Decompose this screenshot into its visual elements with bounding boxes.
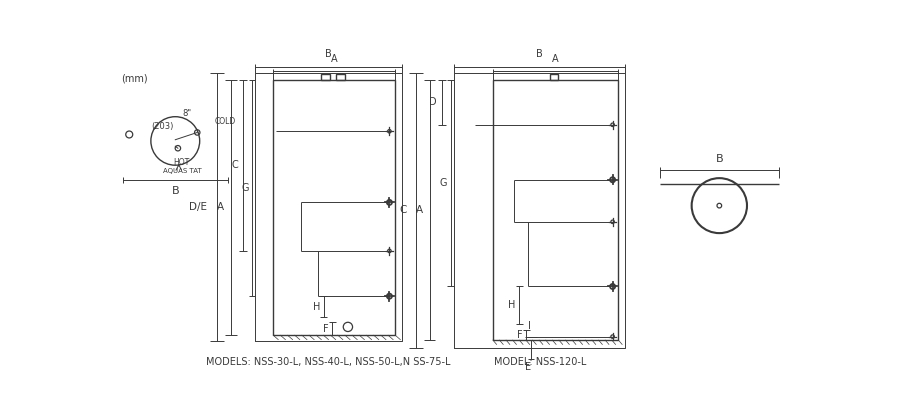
Text: H: H: [313, 302, 320, 312]
Text: B: B: [172, 186, 179, 196]
Text: G: G: [241, 183, 248, 193]
Text: A: A: [330, 54, 338, 64]
Text: C: C: [400, 205, 407, 215]
Bar: [336, 74, 345, 79]
Text: F: F: [517, 330, 523, 340]
Text: F: F: [323, 323, 328, 333]
Text: (mm): (mm): [122, 73, 148, 83]
Text: A: A: [552, 54, 559, 64]
Text: C: C: [231, 160, 238, 170]
Text: E: E: [525, 362, 531, 373]
Text: MODELS: NSS-30-L, NSS-40-L, NSS-50-L,N SS-75-L: MODELS: NSS-30-L, NSS-40-L, NSS-50-L,N S…: [206, 357, 451, 368]
Text: MODEL: NSS-120-L: MODEL: NSS-120-L: [493, 357, 586, 368]
Text: HOT: HOT: [174, 158, 190, 167]
Text: H: H: [508, 300, 516, 310]
Text: AQUAS TAT: AQUAS TAT: [163, 168, 202, 174]
Bar: [321, 74, 330, 79]
Text: D: D: [429, 97, 436, 107]
Text: 8": 8": [182, 109, 192, 118]
Text: COLD: COLD: [215, 117, 236, 126]
Bar: [550, 74, 558, 79]
Text: B: B: [716, 154, 723, 163]
Text: G: G: [440, 178, 447, 188]
Text: A: A: [217, 202, 224, 212]
Text: (203): (203): [151, 122, 174, 131]
Text: B: B: [326, 50, 332, 60]
Text: B: B: [536, 50, 543, 60]
Text: D/E: D/E: [189, 202, 207, 212]
Text: A: A: [416, 205, 423, 215]
Text: I: I: [528, 321, 531, 331]
